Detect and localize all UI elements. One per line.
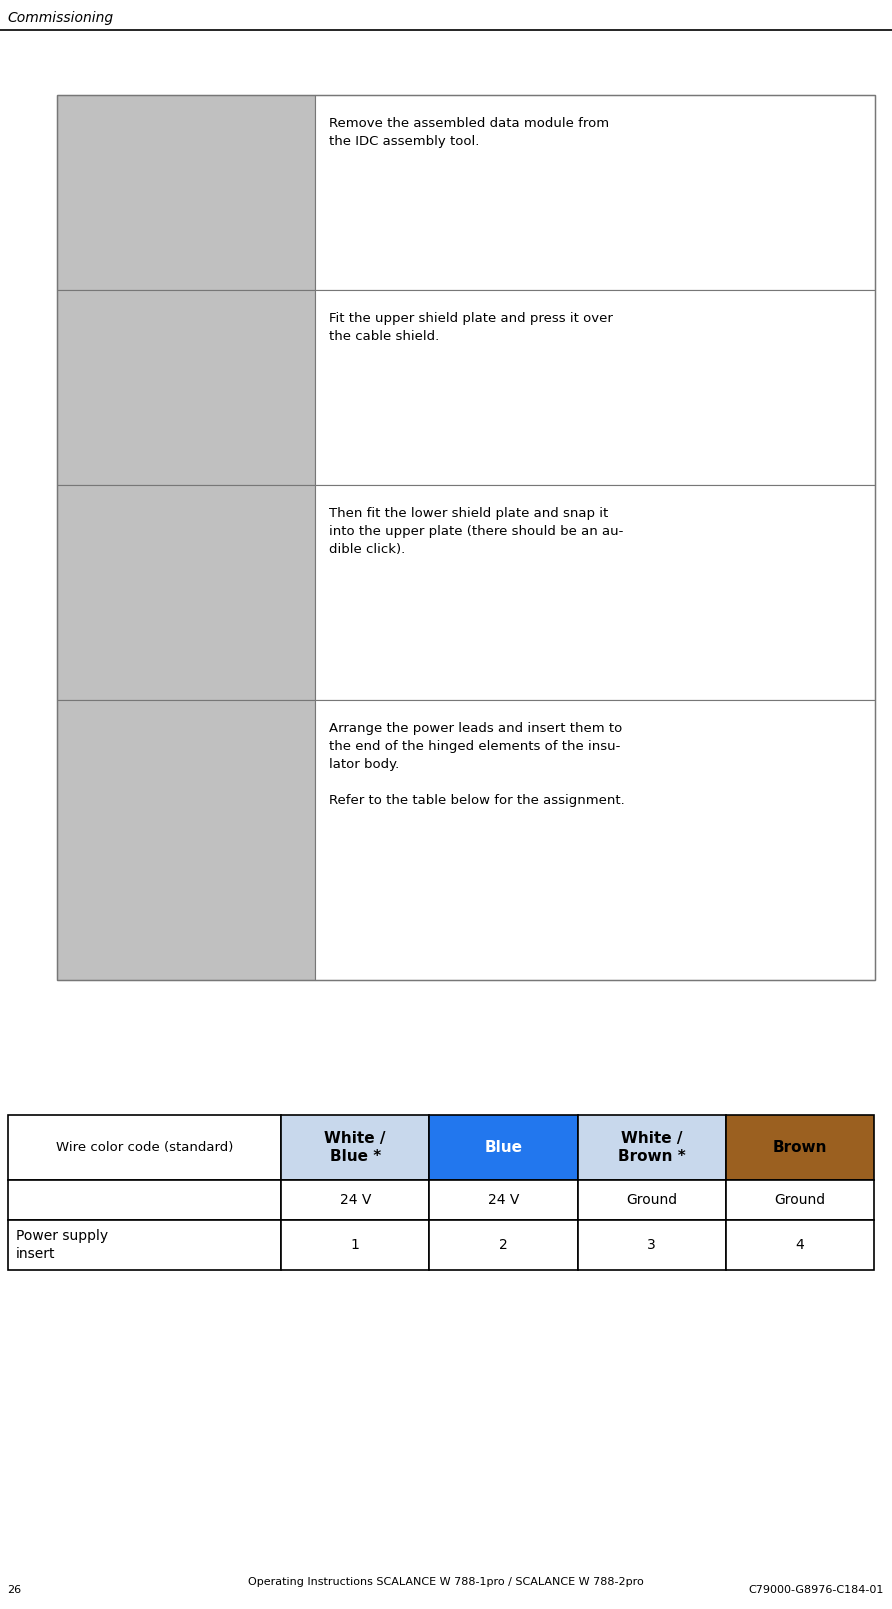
- Text: Arrange the power leads and insert them to
the end of the hinged elements of the: Arrange the power leads and insert them …: [329, 722, 624, 808]
- Text: Power supply
insert: Power supply insert: [16, 1229, 108, 1261]
- Text: Brown: Brown: [772, 1141, 827, 1155]
- Text: 3: 3: [648, 1237, 657, 1252]
- Bar: [8, 1115, 281, 1179]
- Bar: [578, 1220, 726, 1270]
- Bar: [8, 1179, 281, 1220]
- Text: Fit the upper shield plate and press it over
the cable shield.: Fit the upper shield plate and press it …: [329, 312, 613, 343]
- Bar: [726, 1115, 874, 1179]
- Bar: [57, 95, 315, 290]
- Text: Ground: Ground: [774, 1192, 826, 1207]
- Bar: [281, 1220, 429, 1270]
- Text: Operating Instructions SCALANCE W 788-1pro / SCALANCE W 788-2pro: Operating Instructions SCALANCE W 788-1p…: [248, 1577, 644, 1586]
- Bar: [315, 484, 875, 700]
- Text: 2: 2: [500, 1237, 508, 1252]
- Bar: [429, 1115, 578, 1179]
- Text: Then fit the lower shield plate and snap it
into the upper plate (there should b: Then fit the lower shield plate and snap…: [329, 507, 624, 557]
- Bar: [315, 290, 875, 484]
- Text: White /
Brown *: White / Brown *: [618, 1131, 686, 1165]
- Bar: [315, 700, 875, 980]
- Text: Commissioning: Commissioning: [7, 11, 113, 26]
- Text: C79000-G8976-C184-01: C79000-G8976-C184-01: [748, 1585, 884, 1595]
- Text: 26: 26: [7, 1585, 21, 1595]
- Text: 24 V: 24 V: [488, 1192, 519, 1207]
- Bar: [57, 700, 315, 980]
- Text: 4: 4: [796, 1237, 805, 1252]
- Bar: [578, 1115, 726, 1179]
- Bar: [315, 95, 875, 290]
- Bar: [578, 1179, 726, 1220]
- Bar: [8, 1220, 281, 1270]
- Bar: [57, 95, 875, 980]
- Bar: [281, 1115, 429, 1179]
- Bar: [57, 290, 315, 484]
- Bar: [429, 1179, 578, 1220]
- Text: White /
Blue *: White / Blue *: [325, 1131, 386, 1165]
- Text: Blue: Blue: [484, 1141, 523, 1155]
- Text: Wire color code (standard): Wire color code (standard): [56, 1141, 233, 1154]
- Bar: [429, 1220, 578, 1270]
- Bar: [726, 1179, 874, 1220]
- Bar: [281, 1179, 429, 1220]
- Text: Remove the assembled data module from
the IDC assembly tool.: Remove the assembled data module from th…: [329, 117, 609, 148]
- Text: 1: 1: [351, 1237, 359, 1252]
- Bar: [57, 484, 315, 700]
- Text: Ground: Ground: [626, 1192, 677, 1207]
- Text: 24 V: 24 V: [340, 1192, 371, 1207]
- Bar: [726, 1220, 874, 1270]
